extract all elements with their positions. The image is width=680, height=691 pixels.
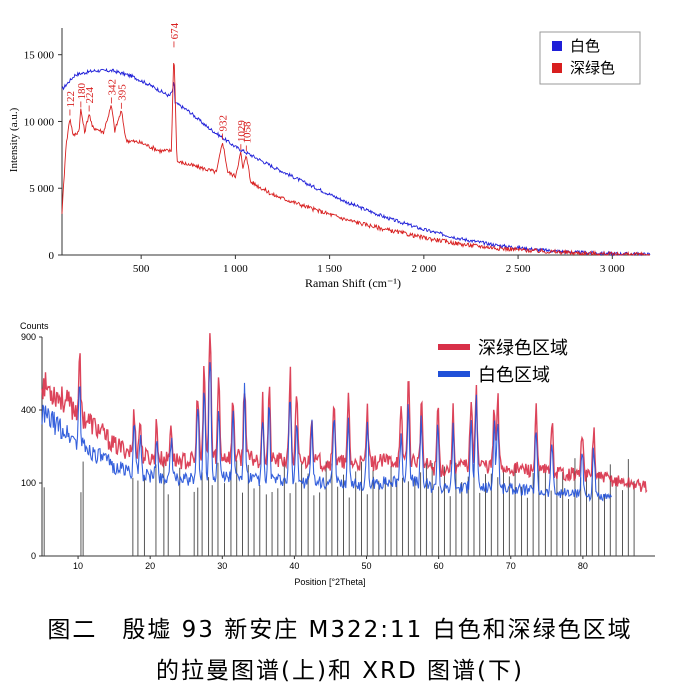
- xrd-reference-sticks: [43, 458, 635, 556]
- raman-chart: 0 5 000 10 000 15 000 500 1 000 1 500 2 000 2 50…: [8, 22, 651, 290]
- raman-legend-swatch-green: [552, 63, 562, 73]
- raman-peak-label: 342: [106, 79, 118, 96]
- raman-x-tick-label: 2 000: [411, 263, 436, 275]
- raman-legend-box: [539, 31, 641, 85]
- raman-x-tick-label: 1 000: [223, 263, 248, 275]
- raman-legend-label-white: 白色: [570, 37, 600, 55]
- xrd-legend-label-green: 深绿色区域: [478, 338, 568, 359]
- raman-peak-label: 395: [116, 84, 128, 101]
- raman-peak-label: 1058: [241, 121, 253, 144]
- xrd-y-tick-label: 400: [21, 405, 36, 415]
- xrd-legend: 深绿色区域 白色区域: [438, 338, 568, 386]
- xrd-x-tick-label: 10: [73, 561, 83, 571]
- xrd-x-tick-label: 30: [217, 561, 227, 571]
- raman-series-line-green: [61, 62, 650, 257]
- raman-series: [61, 62, 651, 257]
- raman-peak-label: 674: [169, 22, 181, 39]
- raman-legend-label-green: 深绿色: [570, 59, 615, 77]
- raman-y-axis-label: Intensity (a.u.): [8, 107, 20, 172]
- raman-y-tick-label: 5 000: [29, 183, 54, 195]
- raman-peak-label: 224: [84, 86, 96, 103]
- raman-legend: 白色 深绿色: [539, 31, 641, 85]
- xrd-series-line-green: [41, 333, 648, 494]
- raman-x-tick-label: 2 500: [506, 263, 531, 275]
- xrd-y-axis-label: Counts: [20, 321, 49, 331]
- xrd-legend-label-white: 白色区域: [478, 365, 550, 386]
- figure-caption-line-1: 图二 殷墟 93 新安庄 M322:11 白色和深绿色区域: [47, 617, 633, 643]
- raman-series-line-white: [61, 67, 651, 257]
- xrd-x-tick-label: 70: [506, 561, 516, 571]
- raman-x-tick-label: 3 000: [600, 263, 625, 275]
- xrd-series: [41, 333, 648, 502]
- raman-peak-label: 1029: [236, 120, 248, 143]
- raman-x-axis-label: Raman Shift (cm⁻¹): [305, 276, 401, 290]
- raman-x-tick-label: 1 500: [317, 263, 342, 275]
- figure-caption-line-2: 的拉曼图谱(上)和 XRD 图谱(下): [156, 658, 524, 684]
- raman-peak-label: 180: [76, 82, 88, 99]
- xrd-y-tick-label: 900: [21, 332, 36, 342]
- raman-x-tick-label: 500: [133, 263, 150, 275]
- xrd-y-tick-label: 0: [31, 551, 36, 561]
- xrd-y-tick-label: 100: [21, 478, 36, 488]
- raman-peak-label: 932: [218, 115, 230, 132]
- xrd-series-line-white: [41, 362, 612, 502]
- raman-y-tick-label: 0: [49, 250, 55, 262]
- raman-axes: 0 5 000 10 000 15 000 500 1 000 1 500 2 000 2 50…: [24, 28, 650, 275]
- xrd-chart: 0 100 400 900 10 20 30 40 50 60 70 80 Counts Positi…: [20, 321, 655, 587]
- raman-legend-swatch-white: [552, 41, 562, 51]
- raman-peak-label: 122: [65, 91, 77, 108]
- xrd-x-tick-label: 50: [362, 561, 372, 571]
- xrd-x-tick-label: 60: [434, 561, 444, 571]
- raman-y-tick-label: 10 000: [24, 116, 55, 128]
- raman-y-tick-label: 15 000: [24, 50, 55, 62]
- xrd-x-tick-label: 80: [578, 561, 588, 571]
- xrd-x-tick-label: 40: [289, 561, 299, 571]
- xrd-x-axis-label: Position [°2Theta]: [294, 577, 365, 587]
- xrd-x-tick-label: 20: [145, 561, 155, 571]
